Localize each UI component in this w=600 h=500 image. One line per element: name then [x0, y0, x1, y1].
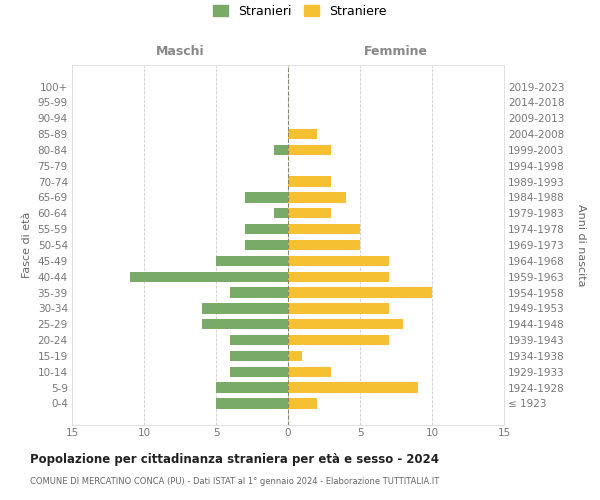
Bar: [202, 319, 288, 330]
Bar: [288, 319, 403, 330]
Legend: Stranieri, Straniere: Stranieri, Straniere: [208, 0, 392, 23]
Bar: [288, 366, 331, 377]
Bar: [230, 335, 288, 345]
Bar: [230, 288, 288, 298]
Y-axis label: Anni di nascita: Anni di nascita: [576, 204, 586, 286]
Text: Popolazione per cittadinanza straniera per età e sesso - 2024: Popolazione per cittadinanza straniera p…: [30, 452, 439, 466]
Bar: [245, 192, 288, 202]
Bar: [202, 303, 288, 314]
Bar: [288, 272, 389, 282]
Bar: [216, 256, 288, 266]
Bar: [216, 382, 288, 393]
Bar: [230, 351, 288, 361]
Bar: [230, 366, 288, 377]
Text: Maschi: Maschi: [155, 45, 205, 58]
Bar: [288, 288, 432, 298]
Bar: [288, 256, 389, 266]
Bar: [288, 398, 317, 408]
Bar: [288, 224, 360, 234]
Bar: [288, 382, 418, 393]
Bar: [288, 351, 302, 361]
Bar: [288, 240, 360, 250]
Bar: [288, 335, 389, 345]
Bar: [288, 192, 346, 202]
Bar: [288, 129, 317, 139]
Bar: [288, 208, 331, 218]
Bar: [245, 224, 288, 234]
Bar: [245, 240, 288, 250]
Bar: [288, 176, 331, 187]
Bar: [288, 145, 331, 155]
Bar: [274, 208, 288, 218]
Bar: [288, 303, 389, 314]
Y-axis label: Fasce di età: Fasce di età: [22, 212, 32, 278]
Bar: [216, 398, 288, 408]
Bar: [130, 272, 288, 282]
Bar: [274, 145, 288, 155]
Text: COMUNE DI MERCATINO CONCA (PU) - Dati ISTAT al 1° gennaio 2024 - Elaborazione TU: COMUNE DI MERCATINO CONCA (PU) - Dati IS…: [30, 478, 439, 486]
Text: Femmine: Femmine: [364, 45, 428, 58]
